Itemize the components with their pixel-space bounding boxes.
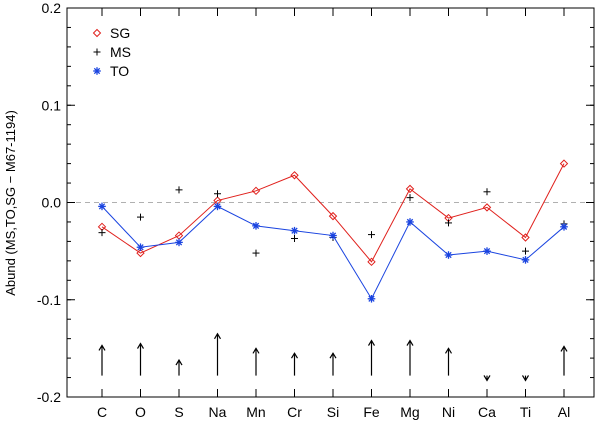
limit-arrow: [136, 342, 145, 376]
legend: SG MS TO: [92, 25, 131, 79]
series-sg-point: [328, 211, 338, 221]
series-sg-point: [482, 203, 492, 212]
x-tick-label: Na: [209, 404, 227, 420]
legend-ms-marker: [93, 48, 101, 56]
series-ms-point: [252, 249, 260, 257]
series-to-point: [213, 202, 222, 211]
x-tick-label: Cr: [287, 404, 302, 420]
series-sg-point: [290, 171, 299, 180]
legend-sg-marker: [92, 28, 102, 38]
series-sg-point: [251, 186, 261, 196]
x-tick-label: Ca: [478, 404, 496, 420]
limit-arrow: [483, 375, 491, 382]
series-sg-point: [521, 233, 530, 242]
arrows-layer: [98, 332, 568, 382]
limit-arrow: [367, 339, 376, 376]
series-to-point: [444, 251, 453, 259]
x-axis-ticks: C O S Na Mn Cr Si Fe Mg Ni Ca Ti Al: [97, 8, 570, 420]
series-to-point: [521, 256, 530, 264]
y-tick-label: 0.0: [42, 195, 62, 211]
x-tick-label: Mn: [246, 404, 265, 420]
series-layer: [97, 159, 569, 303]
legend-to-marker: [93, 67, 101, 75]
series-to-point: [406, 218, 414, 226]
series-ms-point: [291, 234, 298, 242]
x-tick-label: Ti: [520, 404, 531, 420]
series-ms-point: [406, 194, 414, 202]
series-ms-point: [175, 186, 183, 194]
x-tick-label: S: [174, 404, 183, 420]
series-sg-point: [136, 248, 145, 258]
y-tick-label: 0.1: [42, 97, 62, 113]
series-to-point: [329, 231, 337, 240]
limit-arrow: [98, 344, 106, 376]
limit-arrow: [329, 352, 337, 376]
x-tick-label: Mg: [400, 404, 419, 420]
y-tick-label: 0.2: [42, 0, 62, 16]
series-to-point: [136, 243, 145, 252]
series-to-point: [483, 247, 491, 255]
limit-arrow: [252, 347, 260, 376]
limit-arrow: [175, 358, 183, 376]
series-to-point: [98, 202, 106, 211]
series-sg-point: [405, 184, 415, 194]
series-to-point: [560, 223, 568, 231]
x-tick-label: Ni: [442, 404, 455, 420]
series-ms-point: [483, 188, 491, 196]
limit-arrow: [290, 352, 299, 376]
series-sg-point: [367, 257, 376, 267]
series-ms-point: [522, 247, 529, 255]
series-to-point: [252, 222, 260, 230]
x-tick-label: Fe: [363, 404, 380, 420]
series-ms-point: [445, 219, 452, 227]
series-sg-point: [559, 159, 569, 168]
legend-to-label: TO: [110, 63, 129, 79]
series-to-point: [175, 238, 183, 247]
series-ms-point: [137, 213, 144, 221]
series-ms-point: [98, 229, 106, 237]
series-to-point: [290, 226, 299, 235]
x-tick-label: C: [97, 404, 107, 420]
y-tick-label: -0.2: [37, 389, 61, 405]
x-tick-label: O: [135, 404, 146, 420]
series-to-point: [367, 294, 376, 303]
x-tick-label: Al: [558, 404, 570, 420]
y-axis-label: Abund (MS,TO,SG − M67-1194): [3, 110, 18, 296]
y-axis-ticks: -0.2 -0.1 0.0 0.1 0.2: [37, 0, 594, 405]
limit-arrow: [406, 339, 414, 376]
series-ms-point: [368, 231, 375, 239]
legend-ms-label: MS: [110, 44, 131, 60]
series-sg-line: [101, 163, 565, 263]
x-tick-label: Si: [327, 404, 339, 420]
legend-sg-label: SG: [110, 25, 130, 41]
limit-arrow: [213, 332, 222, 376]
limit-arrow: [560, 345, 568, 376]
limit-arrow: [444, 347, 453, 376]
series-ms-point: [214, 190, 221, 198]
limit-arrow: [521, 375, 530, 382]
y-tick-label: -0.1: [37, 292, 61, 308]
